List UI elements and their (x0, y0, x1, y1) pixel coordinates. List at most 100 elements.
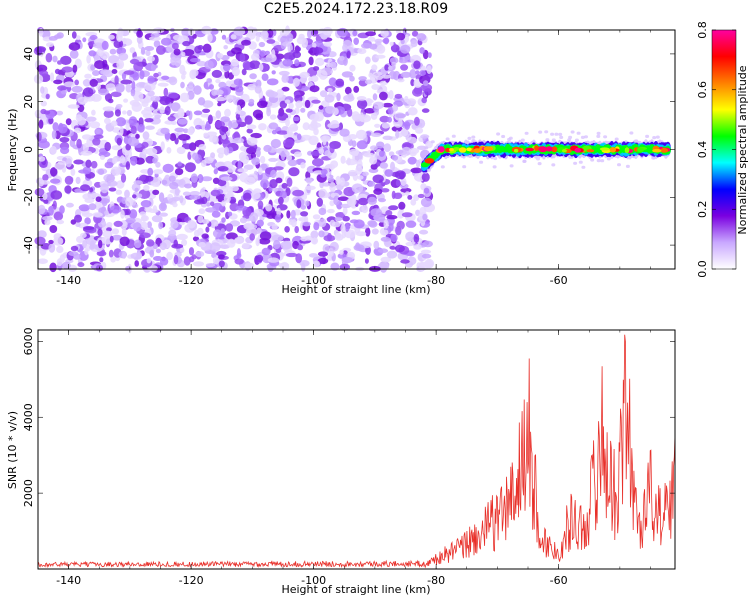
spectrogram-cell (169, 133, 177, 142)
spectrogram-cell (340, 155, 346, 164)
spectrogram-cell (471, 139, 476, 143)
spectrogram-cell (156, 45, 166, 55)
spectrogram-cell (107, 98, 114, 104)
spectrogram-cell (152, 157, 158, 164)
spectrogram-cell (380, 29, 389, 38)
spectrogram-cell (509, 164, 514, 168)
colorbar-label: Normalized spectral amplitude (736, 65, 749, 234)
spectrogram-cell (133, 180, 143, 186)
spectrogram-cell (415, 70, 420, 75)
spectrogram-cell (56, 258, 63, 267)
spectrogram-panel: -140 -120 -100 -80 -60 -40 -20 0 20 40 Height of… (6, 25, 676, 296)
spectrogram-cell (317, 257, 329, 265)
spectrogram-cell (142, 113, 154, 119)
spectrogram-cell (370, 112, 378, 120)
spectrogram-cell (187, 219, 196, 229)
spectrogram-cell (125, 122, 130, 131)
spectrogram-cell (280, 150, 286, 161)
spectrogram-cell (198, 144, 207, 151)
spectrogram-cell (116, 32, 123, 42)
spectrogram-cell (205, 263, 216, 268)
spectrogram-cell (407, 195, 413, 200)
spectrogram-cell (371, 64, 378, 71)
spectrogram-cell (493, 156, 498, 161)
spectrogram-cell (64, 185, 72, 194)
spectrogram-cell (395, 179, 401, 187)
spectrogram-cell (205, 226, 210, 233)
spectrogram-cell (153, 256, 163, 261)
x-tick-label: -120 (179, 274, 204, 287)
spectrogram-cell (195, 251, 205, 258)
spectrogram-cell (380, 236, 391, 242)
spectrogram-cell (258, 63, 264, 71)
spectrogram-cell (400, 259, 410, 264)
spectrogram-cell (356, 96, 367, 101)
spectrogram-cell (449, 148, 454, 152)
spectrogram-cell (154, 114, 161, 120)
spectrogram-cell (207, 33, 213, 43)
spectrogram-cell (284, 99, 291, 104)
spectrogram-cell (407, 136, 418, 144)
spectrogram-y-ticks: -40 -20 0 20 40 (22, 47, 675, 254)
spectrogram-cell (53, 34, 62, 39)
spectrogram-cell (57, 85, 68, 91)
spectrogram-cell (306, 177, 312, 184)
spectrogram-cell (166, 251, 173, 261)
spectrogram-cell (378, 150, 385, 157)
spectrogram-cell (400, 44, 411, 54)
spectrogram-cell (305, 171, 311, 180)
spectrogram-cell (188, 247, 195, 256)
spectrogram-cell (634, 139, 639, 143)
spectrogram-cell (382, 102, 393, 108)
spectrogram-cell (75, 176, 81, 185)
spectrogram-cell (267, 257, 280, 263)
spectrogram-cell (139, 232, 151, 239)
spectrogram-cell (422, 240, 433, 248)
spectrogram-cell (310, 230, 319, 239)
spectrogram-cell (152, 99, 159, 110)
spectrogram-cell (91, 109, 96, 116)
spectrogram-cell (171, 42, 179, 50)
spectrogram-cell (70, 168, 76, 176)
spectrogram-cell (296, 133, 302, 141)
spectrogram-cell (286, 126, 293, 137)
spectrogram-cell (558, 132, 563, 136)
spectrogram-cell (361, 42, 372, 49)
spectrogram-cell (329, 61, 337, 69)
spectrogram-cell (146, 257, 152, 264)
spectrogram-cell (73, 159, 84, 165)
spectrogram-cell (157, 82, 169, 87)
spectrogram-cell (170, 102, 181, 112)
spectrogram-cell (212, 229, 222, 238)
spectrogram-cell (143, 106, 155, 112)
spectrogram-cell (69, 49, 79, 59)
spectrogram-cell (425, 140, 433, 149)
spectrogram-cell (599, 147, 610, 151)
spectrogram-cell (318, 207, 327, 216)
spectrogram-cell (409, 69, 417, 79)
spectrogram-cell (110, 166, 122, 176)
spectrogram-cell (155, 161, 161, 168)
spectrogram-cell (242, 60, 251, 70)
spectrogram-cell (84, 247, 89, 256)
spectrogram-cell (80, 150, 93, 156)
spectrogram-cell (187, 127, 194, 136)
spectrogram-cell (381, 74, 392, 79)
spectrogram-cell (184, 183, 193, 189)
spectrogram-cell (182, 191, 191, 196)
spectrogram-cell (224, 108, 231, 117)
spectrogram-cell (398, 201, 406, 210)
spectrogram-cell (178, 178, 186, 188)
spectrogram-cell (313, 260, 320, 268)
spectrogram-cell (102, 55, 108, 61)
spectrogram-cell (116, 137, 123, 146)
spectrogram-cell (309, 85, 320, 93)
spectrogram-cell (410, 167, 423, 174)
spectrogram-cell (64, 175, 74, 185)
spectrogram-cell (125, 217, 136, 224)
spectrogram-cell (125, 208, 131, 216)
spectrogram-cell (265, 203, 273, 212)
spectrogram-x-label: Height of straight line (km) (281, 283, 430, 296)
spectrogram-cell (129, 47, 136, 54)
spectrogram-cell (139, 70, 145, 80)
